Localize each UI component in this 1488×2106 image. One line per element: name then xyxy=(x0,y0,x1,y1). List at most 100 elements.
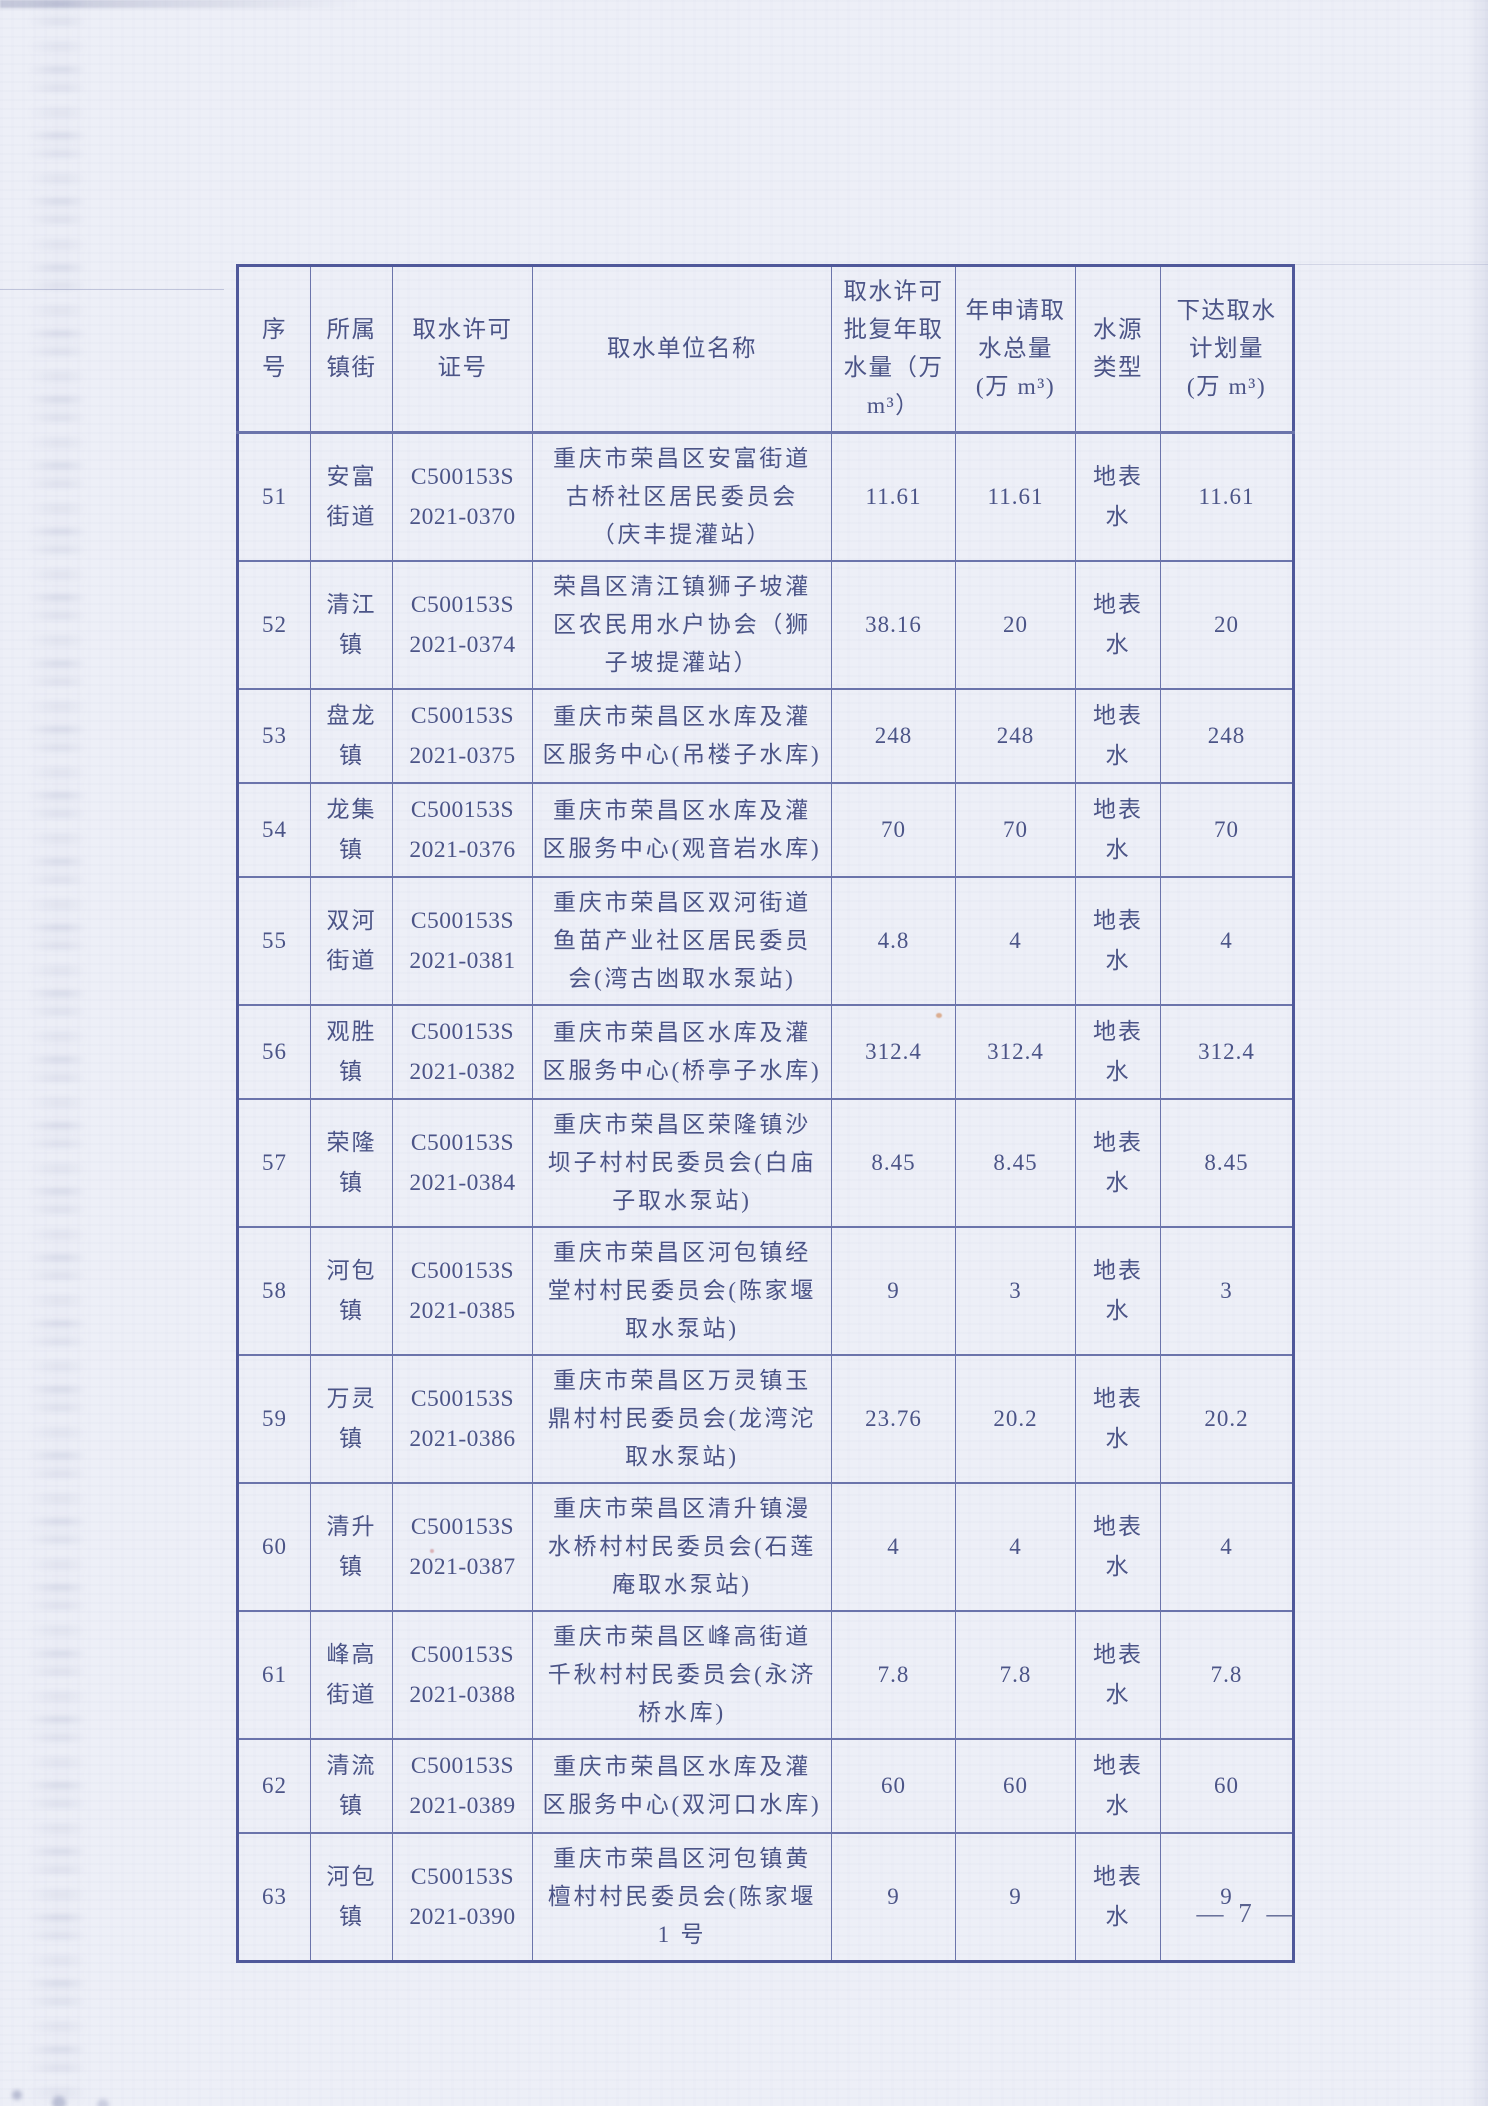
cell-source: 地表 水 xyxy=(1075,1226,1161,1356)
cell-name: 重庆市荣昌区水库及灌区服务中心(双河口水库) xyxy=(532,1738,832,1834)
cell-approved: 11.61 xyxy=(831,431,956,562)
cell-planned: 9 xyxy=(1160,1832,1294,1963)
scan-right-edge-shade xyxy=(1466,0,1488,2106)
cell-source: 地表 水 xyxy=(1075,876,1161,1006)
table-row: 57 荣隆 镇 C500153S 2021-0384 重庆市荣昌区荣隆镇沙坝子村村民委… xyxy=(237,1098,1294,1228)
cell-approved: 9 xyxy=(831,1226,956,1356)
table-header: 序 号 所属 镇街 取水许可 证号 取水单位名称 取水许可 批复年取 水量（万 … xyxy=(237,264,1294,434)
cell-permit: C500153S 2021-0384 xyxy=(392,1098,533,1228)
cell-town: 清升 镇 xyxy=(310,1482,393,1612)
cell-town: 万灵 镇 xyxy=(310,1354,393,1484)
cell-name: 重庆市荣昌区万灵镇玉鼎村村民委员会(龙湾沱取水泵站) xyxy=(532,1354,832,1484)
cell-no: 51 xyxy=(237,431,311,562)
cell-permit: C500153S 2021-0375 xyxy=(392,688,533,784)
cell-permit: C500153S 2021-0388 xyxy=(392,1610,533,1740)
cell-permit: C500153S 2021-0390 xyxy=(392,1832,533,1963)
cell-name: 重庆市荣昌区荣隆镇沙坝子村村民委员会(白庙子取水泵站) xyxy=(532,1098,832,1228)
cell-town: 河包 镇 xyxy=(310,1226,393,1356)
cell-no: 60 xyxy=(237,1482,311,1612)
cell-planned: 312.4 xyxy=(1160,1004,1294,1100)
cell-town: 荣隆 镇 xyxy=(310,1098,393,1228)
cell-approved: 38.16 xyxy=(831,560,956,690)
cell-source: 地表 水 xyxy=(1075,431,1161,562)
cell-approved: 60 xyxy=(831,1738,956,1834)
cell-permit: C500153S 2021-0382 xyxy=(392,1004,533,1100)
cell-no: 59 xyxy=(237,1354,311,1484)
table-row: 52 清江 镇 C500153S 2021-0374 荣昌区清江镇狮子坡灌区农民用水户… xyxy=(237,560,1294,690)
cell-applied: 20.2 xyxy=(955,1354,1076,1484)
cell-planned: 4 xyxy=(1160,876,1294,1006)
cell-approved: 7.8 xyxy=(831,1610,956,1740)
cell-name: 重庆市荣昌区水库及灌区服务中心(吊楼子水库) xyxy=(532,688,832,784)
cell-permit: C500153S 2021-0381 xyxy=(392,876,533,1006)
cell-permit: C500153S 2021-0385 xyxy=(392,1226,533,1356)
cell-source: 地表 水 xyxy=(1075,1610,1161,1740)
cell-approved: 312.4 xyxy=(831,1004,956,1100)
cell-permit: C500153S 2021-0370 xyxy=(392,431,533,562)
cell-applied: 8.45 xyxy=(955,1098,1076,1228)
cell-source: 地表 水 xyxy=(1075,1738,1161,1834)
cell-no: 58 xyxy=(237,1226,311,1356)
cell-approved: 4.8 xyxy=(831,876,956,1006)
cell-name: 重庆市荣昌区水库及灌区服务中心(观音岩水库) xyxy=(532,782,832,878)
cell-planned: 60 xyxy=(1160,1738,1294,1834)
water-permit-table: 序 号 所属 镇街 取水许可 证号 取水单位名称 取水许可 批复年取 水量（万 … xyxy=(236,264,1295,1963)
cell-town: 安富 街道 xyxy=(310,431,393,562)
cell-planned: 4 xyxy=(1160,1482,1294,1612)
cell-permit: C500153S 2021-0389 xyxy=(392,1738,533,1834)
cell-applied: 70 xyxy=(955,782,1076,878)
cell-planned: 8.45 xyxy=(1160,1098,1294,1228)
header-water-source: 水源 类型 xyxy=(1075,264,1161,434)
scan-margin-line-right xyxy=(1292,264,1488,265)
cell-name: 重庆市荣昌区安富街道古桥社区居民委员会（庆丰提灌站） xyxy=(532,431,832,562)
cell-no: 55 xyxy=(237,876,311,1006)
cell-permit: C500153S 2021-0387 xyxy=(392,1482,533,1612)
table-row: 60 清升 镇 C500153S 2021-0387 重庆市荣昌区清升镇漫水桥村村民委… xyxy=(237,1482,1294,1612)
cell-no: 52 xyxy=(237,560,311,690)
table-row: 61 峰高 街道 C500153S 2021-0388 重庆市荣昌区峰高街道千秋村村民… xyxy=(237,1610,1294,1740)
table-row: 56 观胜 镇 C500153S 2021-0382 重庆市荣昌区水库及灌区服务中心(… xyxy=(237,1004,1294,1100)
cell-name: 重庆市荣昌区清升镇漫水桥村村民委员会(石莲庵取水泵站) xyxy=(532,1482,832,1612)
scan-margin-line xyxy=(0,289,224,290)
header-permit-no: 取水许可 证号 xyxy=(392,264,533,434)
header-unit-name: 取水单位名称 xyxy=(532,264,832,434)
cell-applied: 312.4 xyxy=(955,1004,1076,1100)
header-township: 所属 镇街 xyxy=(310,264,393,434)
cell-approved: 8.45 xyxy=(831,1098,956,1228)
cell-name: 重庆市荣昌区双河街道鱼苗产业社区居民委员会(湾古凼取水泵站) xyxy=(532,876,832,1006)
cell-no: 63 xyxy=(237,1832,311,1963)
cell-town: 龙集 镇 xyxy=(310,782,393,878)
scan-left-streak xyxy=(26,0,88,2106)
cell-approved: 23.76 xyxy=(831,1354,956,1484)
cell-applied: 11.61 xyxy=(955,431,1076,562)
cell-name: 荣昌区清江镇狮子坡灌区农民用水户协会（狮子坡提灌站） xyxy=(532,560,832,690)
cell-no: 61 xyxy=(237,1610,311,1740)
scan-top-edge-shade xyxy=(0,0,360,8)
cell-planned: 3 xyxy=(1160,1226,1294,1356)
cell-town: 峰高 街道 xyxy=(310,1610,393,1740)
cell-permit: C500153S 2021-0386 xyxy=(392,1354,533,1484)
cell-applied: 4 xyxy=(955,1482,1076,1612)
cell-source: 地表 水 xyxy=(1075,560,1161,690)
cell-name: 重庆市荣昌区河包镇黄檀村村民委员会(陈家堰 1 号 xyxy=(532,1832,832,1963)
cell-applied: 20 xyxy=(955,560,1076,690)
cell-applied: 7.8 xyxy=(955,1610,1076,1740)
cell-town: 观胜 镇 xyxy=(310,1004,393,1100)
cell-applied: 60 xyxy=(955,1738,1076,1834)
cell-planned: 20 xyxy=(1160,560,1294,690)
cell-town: 盘龙 镇 xyxy=(310,688,393,784)
cell-permit: C500153S 2021-0374 xyxy=(392,560,533,690)
cell-town: 清流 镇 xyxy=(310,1738,393,1834)
cell-no: 53 xyxy=(237,688,311,784)
cell-source: 地表 水 xyxy=(1075,1098,1161,1228)
cell-source: 地表 水 xyxy=(1075,1832,1161,1963)
cell-source: 地表 水 xyxy=(1075,1482,1161,1612)
header-serial-no: 序 号 xyxy=(237,264,311,434)
cell-planned: 11.61 xyxy=(1160,431,1294,562)
cell-approved: 248 xyxy=(831,688,956,784)
cell-source: 地表 水 xyxy=(1075,688,1161,784)
scan-bottom-smudge xyxy=(12,2090,22,2100)
cell-applied: 4 xyxy=(955,876,1076,1006)
cell-name: 重庆市荣昌区峰高街道千秋村村民委员会(永济桥水库) xyxy=(532,1610,832,1740)
